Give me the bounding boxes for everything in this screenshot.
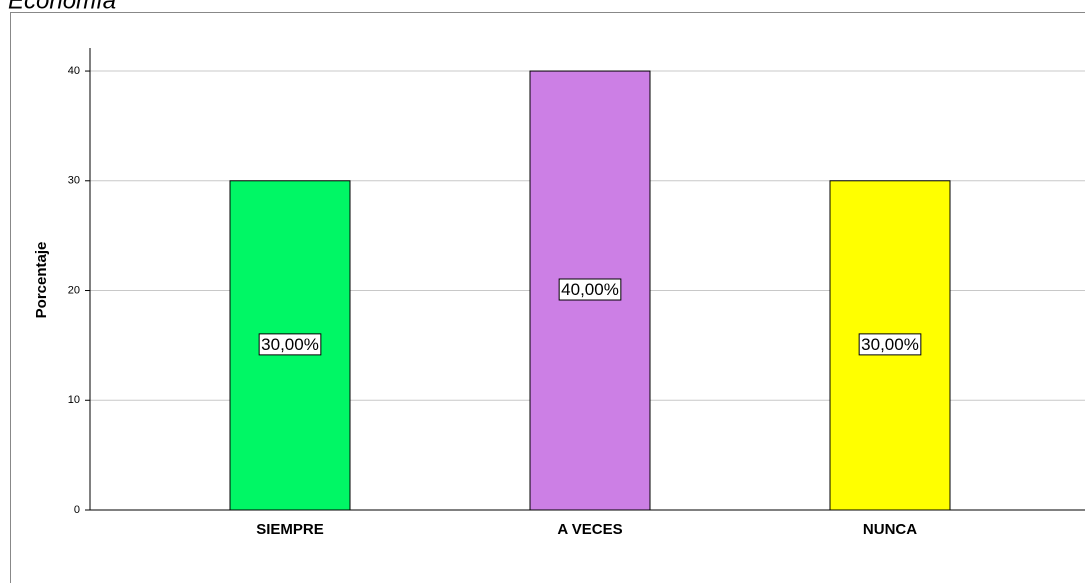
x-tick-label: SIEMPRE: [256, 521, 324, 538]
data-label-box: [858, 333, 922, 356]
x-tick-label: A VECES: [557, 521, 622, 538]
y-tick-label: 40: [68, 65, 80, 77]
data-label-box: [558, 278, 622, 301]
data-label: 40,00%: [561, 280, 619, 299]
y-tick-label: 0: [74, 504, 80, 516]
x-tick-label: NUNCA: [863, 521, 917, 538]
chart-frame: [10, 12, 1085, 583]
y-tick-label: 30: [68, 175, 80, 187]
y-tick-label: 10: [68, 394, 80, 406]
y-axis-label: Porcentaje: [33, 242, 50, 319]
data-label: 30,00%: [861, 335, 919, 354]
y-tick-label: 20: [68, 284, 80, 296]
data-label: 30,00%: [261, 335, 319, 354]
data-label-box: [258, 333, 322, 356]
chart-title: Economía: [8, 0, 116, 14]
